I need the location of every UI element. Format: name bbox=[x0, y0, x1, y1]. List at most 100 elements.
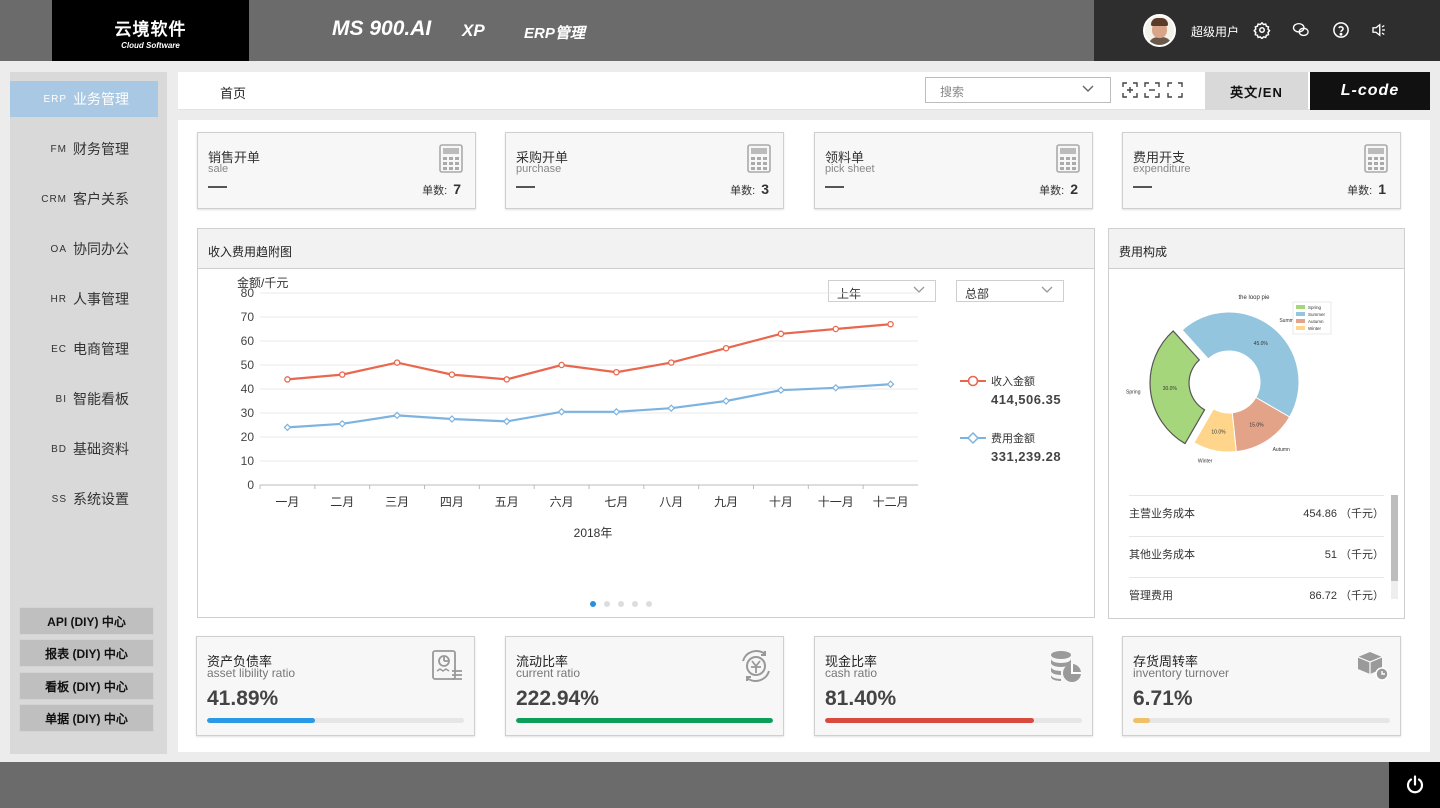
zoom-in-icon[interactable] bbox=[1122, 82, 1138, 98]
ratio-card-inventory-turnover[interactable]: 存货周转率 inventory turnover 6.71% bbox=[1122, 636, 1401, 736]
sidebar-item-code: BI bbox=[55, 393, 67, 405]
ratio-title: 流动比率 bbox=[516, 654, 569, 669]
sidebar-item-crm[interactable]: CRM 客户关系 bbox=[10, 181, 158, 217]
legend-swatch bbox=[1296, 305, 1305, 309]
sidebar-item-label: 智能看板 bbox=[73, 391, 129, 407]
y-tick-label: 0 bbox=[247, 478, 254, 492]
gear-icon[interactable] bbox=[1253, 21, 1271, 40]
stat-card-purchase[interactable]: 采购开单 purchase 单数: 3 bbox=[505, 132, 784, 209]
sidebar-item-label: 系统设置 bbox=[73, 491, 129, 507]
series-line-expense bbox=[287, 383, 891, 429]
stat-card-dash bbox=[825, 186, 844, 188]
scope-select[interactable]: 总部 bbox=[956, 280, 1064, 302]
ratio-subtitle: asset libility ratio bbox=[207, 666, 296, 680]
sidebar-item-label: 客户关系 bbox=[73, 191, 129, 207]
stat-card-sale[interactable]: 销售开单 sale 单数: 7 bbox=[197, 132, 476, 209]
stat-card-subtitle: purchase bbox=[516, 163, 562, 175]
ratio-progress-fill bbox=[207, 718, 315, 723]
pie-chart: the loop pie 30.0% Spring 45.0% Summer 15.0% A… bbox=[1126, 295, 1332, 464]
document-diy-button[interactable]: 单据 (DIY) 中心 bbox=[19, 704, 154, 732]
ratio-progress-bar bbox=[1133, 718, 1390, 723]
legend-total: 331,239.28 bbox=[991, 449, 1061, 464]
carousel-dot[interactable] bbox=[646, 601, 652, 607]
sidebar: ERP 业务管理 FM 财务管理 CRM 客户关系 OA 协同办公 HR 人事管… bbox=[10, 72, 167, 754]
fullscreen-icon[interactable] bbox=[1167, 82, 1183, 98]
coins-chart-icon bbox=[1051, 651, 1081, 682]
power-button[interactable] bbox=[1389, 762, 1440, 808]
legend-swatch bbox=[1296, 312, 1305, 316]
data-point bbox=[667, 404, 676, 413]
power-icon bbox=[1406, 775, 1423, 794]
legend-marker bbox=[967, 375, 979, 387]
sidebar-item-label: 人事管理 bbox=[73, 291, 129, 307]
ratio-card-asset-liability[interactable]: 资产负债率 asset libility ratio 41.89% bbox=[196, 636, 475, 736]
cost-row: 其他业务成本 51 （千元） bbox=[1129, 536, 1384, 577]
x-tick-label: 五月 bbox=[495, 495, 519, 509]
stat-card-title: 领料单 bbox=[825, 150, 865, 165]
zoom-out-icon[interactable] bbox=[1144, 82, 1160, 98]
username[interactable]: 超级用户 bbox=[1191, 25, 1240, 39]
sidebar-item-code: OA bbox=[50, 243, 67, 255]
language-toggle-button[interactable]: 英文/EN bbox=[1205, 72, 1308, 110]
nav-erp[interactable]: ERP管理 bbox=[524, 25, 585, 42]
carousel-dots bbox=[590, 601, 652, 607]
x-tick-label: 三月 bbox=[385, 495, 409, 509]
search-placeholder: 搜索 bbox=[940, 85, 965, 99]
cost-value: 454.86 （千元） bbox=[1303, 508, 1384, 520]
ratio-progress-bar bbox=[207, 718, 464, 723]
ratio-card-current[interactable]: 流动比率 current ratio 222.94% bbox=[505, 636, 784, 736]
document-chart-icon bbox=[432, 650, 462, 680]
stat-card-dash bbox=[516, 186, 535, 188]
count-label: 单数: bbox=[730, 185, 756, 197]
ratio-value: 6.71% bbox=[1133, 687, 1193, 710]
data-point bbox=[612, 407, 621, 416]
carousel-dot[interactable] bbox=[590, 601, 596, 607]
pie-slice-label: 15.0% bbox=[1249, 422, 1264, 428]
search-input[interactable]: 搜索 bbox=[925, 77, 1111, 103]
sidebar-item-code: CRM bbox=[41, 193, 67, 205]
pie-slice-label: 30.0% bbox=[1163, 386, 1178, 392]
stat-card-expenditure[interactable]: 费用开支 expenditure 单数: 1 bbox=[1122, 132, 1401, 209]
pie-slice-spring bbox=[1149, 330, 1206, 445]
api-diy-button[interactable]: API (DIY) 中心 bbox=[19, 607, 154, 635]
scrollbar-thumb[interactable] bbox=[1391, 495, 1398, 581]
sidebar-item-ss[interactable]: SS 系统设置 bbox=[10, 481, 158, 517]
legend-swatch bbox=[1296, 326, 1305, 330]
carousel-dot[interactable] bbox=[604, 601, 610, 607]
wechat-icon[interactable] bbox=[1292, 21, 1310, 39]
help-icon[interactable] bbox=[1332, 21, 1350, 39]
sidebar-item-code: EC bbox=[51, 343, 67, 355]
speaker-icon[interactable] bbox=[1370, 21, 1388, 39]
sidebar-item-oa[interactable]: OA 协同办公 bbox=[10, 231, 158, 267]
board-diy-button[interactable]: 看板 (DIY) 中心 bbox=[19, 672, 154, 700]
line-chart: 金额/千元 0 10 20 30 40 50 60 70 80 一月 二月 三月 四月 五月 六月 七月 八月 九月… bbox=[237, 275, 1061, 540]
breadcrumb[interactable]: 首页 bbox=[220, 86, 247, 101]
count-label: 单数: bbox=[1039, 185, 1065, 197]
data-point bbox=[557, 407, 566, 416]
data-point bbox=[886, 380, 895, 389]
x-tick-label: 四月 bbox=[440, 495, 464, 509]
count-label: 单数: bbox=[1347, 185, 1373, 197]
nav-xp[interactable]: XP bbox=[462, 21, 485, 40]
carousel-dot[interactable] bbox=[618, 601, 624, 607]
legend-name: Summer bbox=[1308, 312, 1326, 317]
stat-card-pick-sheet[interactable]: 领料单 pick sheet 单数: 2 bbox=[814, 132, 1093, 209]
sidebar-item-ec[interactable]: EC 电商管理 bbox=[10, 331, 158, 367]
sidebar-item-bd[interactable]: BD 基础资料 bbox=[10, 431, 158, 467]
ratio-card-cash[interactable]: 现金比率 cash ratio 81.40% bbox=[814, 636, 1093, 736]
sidebar-item-hr[interactable]: HR 人事管理 bbox=[10, 281, 158, 317]
report-diy-button[interactable]: 报表 (DIY) 中心 bbox=[19, 639, 154, 667]
sidebar-item-bi[interactable]: BI 智能看板 bbox=[10, 381, 158, 417]
logo[interactable]: 云境软件 Cloud Software bbox=[52, 0, 249, 61]
period-select[interactable]: 上年 bbox=[828, 280, 936, 302]
carousel-dot[interactable] bbox=[632, 601, 638, 607]
calculator-icon bbox=[747, 144, 771, 173]
footer-bar bbox=[0, 762, 1440, 808]
avatar[interactable] bbox=[1143, 14, 1176, 47]
sidebar-item-erp[interactable]: ERP 业务管理 bbox=[10, 81, 158, 117]
sidebar-item-fm[interactable]: FM 财务管理 bbox=[10, 131, 158, 167]
lcode-button[interactable]: L-code bbox=[1310, 72, 1430, 110]
cost-value: 51 （千元） bbox=[1324, 549, 1384, 561]
data-point bbox=[448, 415, 456, 423]
scrollbar[interactable] bbox=[1391, 495, 1398, 599]
